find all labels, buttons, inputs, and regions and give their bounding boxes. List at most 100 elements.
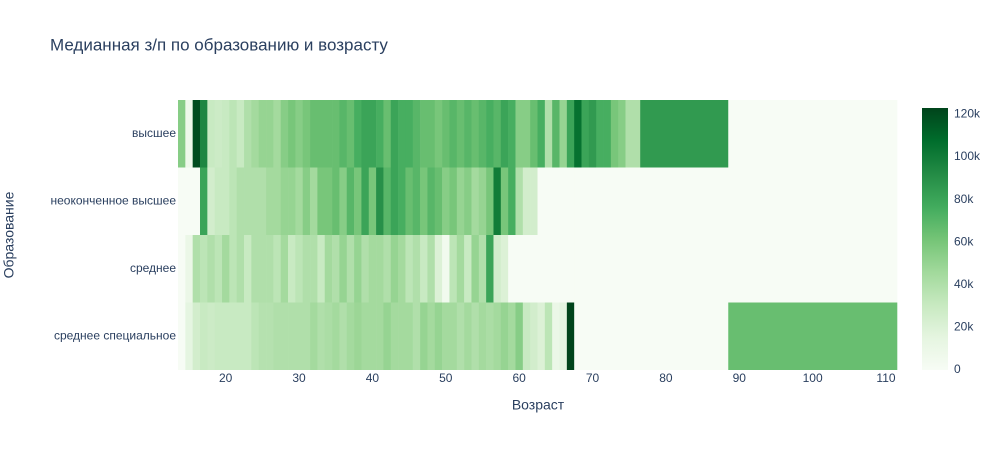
heatmap-cell <box>464 302 472 370</box>
x-tick-label: 40 <box>366 371 380 385</box>
heatmap-cell <box>515 167 524 235</box>
heatmap-cell <box>280 235 289 303</box>
heatmap-cell <box>537 235 546 303</box>
heatmap-cell <box>258 167 267 235</box>
heatmap-cell <box>339 302 348 370</box>
heatmap-cell <box>332 100 340 168</box>
heatmap-cell <box>222 302 230 370</box>
heatmap-cell <box>317 100 326 168</box>
heatmap-cell <box>640 167 729 235</box>
heatmap-cell <box>574 235 582 303</box>
heatmap-cell <box>471 100 480 168</box>
heatmap-cell <box>632 235 641 303</box>
heatmap-cell <box>354 235 362 303</box>
heatmap-cell <box>728 235 898 303</box>
heatmap-cell <box>728 302 898 370</box>
heatmap-cell <box>603 167 612 235</box>
heatmap-cell <box>390 100 399 168</box>
heatmap-cell <box>442 167 450 235</box>
heatmap-cell <box>295 167 304 235</box>
x-tick-label: 20 <box>219 371 233 385</box>
heatmap-cell <box>383 235 392 303</box>
x-tick-label: 110 <box>876 371 895 385</box>
heatmap-cell <box>339 235 348 303</box>
heatmap-cell <box>625 167 634 235</box>
heatmap-cell <box>618 100 626 168</box>
heatmap-cell <box>346 167 355 235</box>
heatmap-cell <box>280 167 289 235</box>
heatmap-cell <box>442 302 450 370</box>
heatmap-cell <box>332 302 340 370</box>
heatmap-cell <box>258 100 267 168</box>
heatmap-cell <box>368 167 377 235</box>
heatmap-cell <box>515 302 524 370</box>
heatmap-cell <box>566 167 575 235</box>
heatmap-cell <box>273 235 282 303</box>
heatmap-cell <box>361 302 370 370</box>
heatmap-cell <box>508 100 516 168</box>
heatmap-cell <box>200 235 208 303</box>
heatmap-cell <box>544 235 553 303</box>
y-axis-label: Образование <box>1 191 17 278</box>
heatmap-cell <box>354 100 362 168</box>
heatmap-cell <box>530 100 538 168</box>
heatmap-cell <box>625 100 634 168</box>
heatmap-cell <box>207 235 215 303</box>
heatmap-cell <box>361 235 370 303</box>
heatmap-cell <box>214 235 223 303</box>
heatmap-cell <box>581 235 590 303</box>
heatmap-cell <box>493 235 502 303</box>
heatmap-cell <box>552 100 560 168</box>
x-tick-label: 70 <box>586 371 600 385</box>
heatmap-cell <box>376 100 384 168</box>
heatmap-cell <box>471 167 480 235</box>
heatmap-cell <box>588 235 597 303</box>
heatmap-cell <box>295 302 304 370</box>
heatmap-cell <box>317 302 326 370</box>
heatmap-cell <box>493 100 502 168</box>
x-axis-label: Возраст <box>512 397 565 413</box>
heatmap-cell <box>398 167 406 235</box>
heatmap-cell <box>412 167 421 235</box>
heatmap-cell <box>471 235 480 303</box>
heatmap-cell <box>566 302 575 370</box>
heatmap-cell <box>610 167 619 235</box>
heatmap-cell <box>412 100 421 168</box>
heatmap-cell <box>222 100 230 168</box>
heatmap-cell <box>236 100 245 168</box>
heatmap-cell <box>434 302 443 370</box>
heatmap-cell <box>214 167 223 235</box>
heatmap-cell <box>288 302 296 370</box>
heatmap-cell <box>420 302 428 370</box>
heatmap-cell <box>412 235 421 303</box>
heatmap-cell <box>288 100 296 168</box>
heatmap-cell <box>258 235 267 303</box>
y-tick-label: среднее <box>130 261 176 275</box>
heatmap-cell <box>530 302 538 370</box>
heatmap-cell <box>574 100 582 168</box>
heatmap-cell <box>214 302 223 370</box>
heatmap-cell <box>200 302 208 370</box>
heatmap-cell <box>544 167 553 235</box>
heatmap-cell <box>559 100 568 168</box>
heatmap-cell <box>566 235 575 303</box>
heatmap-cell <box>317 167 326 235</box>
heatmap-cell <box>530 167 538 235</box>
heatmap-cell <box>405 235 414 303</box>
heatmap-cell <box>728 167 898 235</box>
x-tick-label: 30 <box>292 371 306 385</box>
heatmap-cell <box>361 100 370 168</box>
heatmap-cell <box>192 100 201 168</box>
heatmap-cell <box>552 302 560 370</box>
y-tick-label: высшее <box>132 126 176 140</box>
heatmap-cell <box>618 167 626 235</box>
heatmap-cell <box>464 235 472 303</box>
heatmap-cell <box>339 167 348 235</box>
x-tick-label: 50 <box>439 371 453 385</box>
heatmap-cell <box>508 235 516 303</box>
heatmap-cell <box>266 235 274 303</box>
heatmap-cell <box>398 100 406 168</box>
heatmap-cell <box>185 235 193 303</box>
colorbar-tick-label: 20k <box>954 320 974 334</box>
heatmap-cell <box>332 167 340 235</box>
